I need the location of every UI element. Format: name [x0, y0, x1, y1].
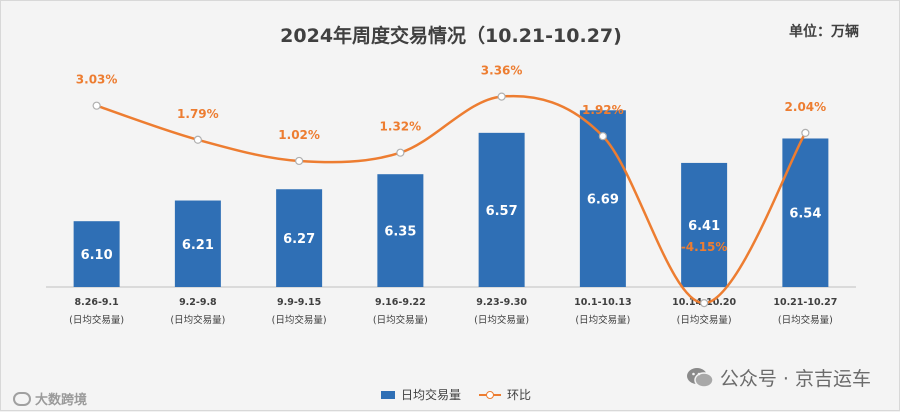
line-point-5 — [598, 132, 607, 141]
watermark-left: 大数跨境 — [13, 389, 87, 408]
x-tick-sublabel-1: (日均交易量) — [170, 314, 225, 326]
x-tick-label-4: 9.23-9.30 — [476, 297, 527, 308]
bar-0 — [73, 221, 120, 287]
bar-label-2: 6.27 — [283, 232, 315, 247]
line-point-7 — [801, 128, 810, 137]
x-tick-label-7: 10.21-10.27 — [773, 297, 837, 308]
line-label-4: 3.36% — [481, 64, 523, 78]
bar-2 — [276, 189, 323, 287]
bar-label-4: 6.57 — [486, 204, 518, 219]
legend-bar-label: 日均交易量 — [401, 388, 462, 402]
bar-label-5: 6.69 — [587, 193, 619, 208]
watermark-right-text: 公众号 · 京吉运车 — [719, 368, 871, 390]
chart-title: 2024年周度交易情况（10.21-10.27) — [280, 25, 622, 47]
wechat-icon — [686, 367, 714, 388]
x-tick-label-3: 9.16-9.22 — [375, 297, 426, 308]
x-tick-label-1: 9.2-9.8 — [179, 297, 217, 308]
bar-1 — [174, 200, 221, 287]
x-tick-sublabel-2: (日均交易量) — [272, 314, 327, 326]
bar-4 — [478, 132, 525, 287]
legend-item-line: 环比 — [479, 386, 531, 403]
x-tick-sublabel-6: (日均交易量) — [677, 314, 732, 326]
line-label-7: 2.04% — [785, 100, 827, 114]
line-point-3 — [396, 148, 405, 157]
x-tick-sublabel-5: (日均交易量) — [575, 314, 630, 326]
x-tick-label-5: 10.1-10.13 — [574, 297, 631, 308]
line-label-1: 1.79% — [177, 107, 219, 121]
watermark-wechat: 公众号 · 京吉运车 — [686, 364, 871, 391]
line-point-6 — [700, 299, 709, 308]
line-label-2: 1.02% — [278, 128, 320, 142]
line-label-5: 1.92% — [582, 103, 624, 117]
watermark-left-text: 大数跨境 — [35, 393, 88, 408]
line-point-0 — [92, 101, 101, 110]
bar-3 — [377, 174, 424, 287]
line-point-4 — [497, 92, 506, 101]
legend-line-label: 环比 — [507, 388, 532, 402]
watermark-logo-icon — [13, 391, 31, 406]
line-label-6: -4.15% — [681, 240, 728, 254]
line-label-0: 3.03% — [76, 73, 118, 87]
legend-line-swatch — [479, 390, 502, 400]
bar-6 — [681, 162, 728, 287]
x-tick-label-2: 9.9-9.15 — [277, 297, 321, 308]
x-tick-sublabel-7: (日均交易量) — [778, 314, 833, 326]
bar-label-0: 6.10 — [81, 248, 113, 263]
bar-label-6: 6.41 — [688, 219, 720, 234]
line-point-2 — [295, 156, 304, 166]
line-point-1 — [193, 135, 202, 144]
x-tick-sublabel-4: (日均交易量) — [474, 314, 529, 326]
line-label-3: 1.32% — [380, 120, 422, 134]
bar-label-3: 6.35 — [384, 225, 416, 240]
bar-label-7: 6.54 — [789, 207, 821, 222]
legend-bar-swatch — [381, 390, 395, 399]
x-tick-sublabel-0: (日均交易量) — [69, 314, 124, 326]
bar-label-1: 6.21 — [182, 238, 214, 253]
legend: 日均交易量 环比 — [381, 386, 531, 403]
x-tick-label-0: 8.26-9.1 — [75, 297, 119, 308]
unit-label: 单位：万辆 — [789, 24, 859, 40]
x-tick-sublabel-3: (日均交易量) — [373, 314, 428, 326]
legend-item-bar: 日均交易量 — [381, 386, 461, 403]
